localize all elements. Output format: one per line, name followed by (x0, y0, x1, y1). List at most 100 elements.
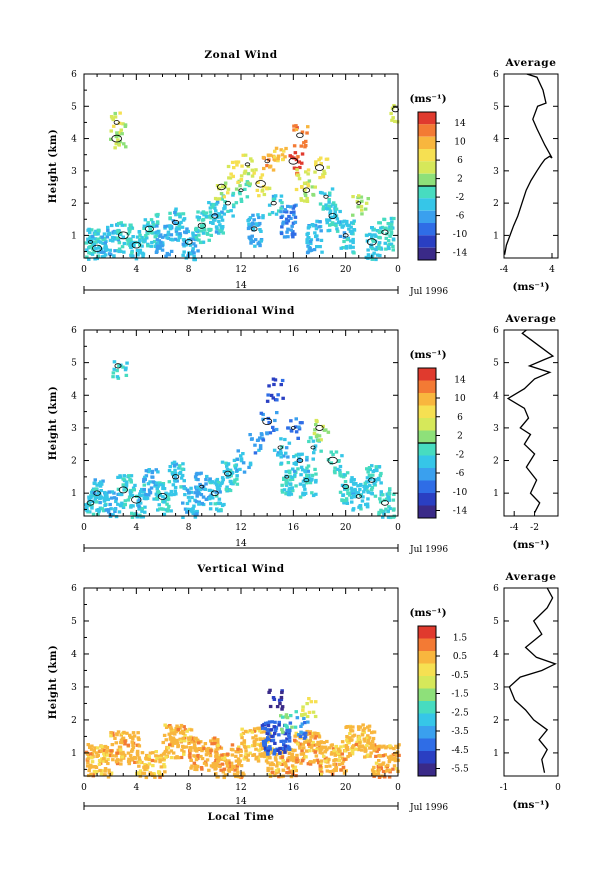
heatmap-cell (325, 218, 329, 222)
heatmap-cell (88, 504, 92, 508)
heatmap-cell (242, 757, 246, 761)
heatmap-cell (290, 753, 294, 757)
y-tick-label: 1 (71, 749, 77, 759)
heatmap-cell (229, 479, 233, 484)
heatmap-cell (202, 761, 207, 765)
heatmap-cell (170, 461, 175, 465)
heatmap-cell (287, 745, 291, 749)
heatmap-cell (92, 250, 96, 254)
heatmap-cell (352, 219, 356, 223)
heatmap-cell (149, 486, 154, 490)
heatmap-cell (349, 729, 353, 733)
heatmap-cell (132, 488, 136, 492)
avg-title: Average (504, 57, 556, 69)
heatmap-cell (248, 236, 252, 241)
heatmap-cell (360, 208, 364, 212)
heatmap-cell (306, 125, 310, 129)
heatmap-cell (162, 512, 167, 516)
heatmap-cell (119, 758, 123, 762)
heatmap-cell (115, 131, 119, 135)
heatmap-cell (267, 690, 271, 694)
avg-y-tick-label: 3 (493, 683, 499, 693)
contour-line (296, 458, 304, 463)
heatmap-cell (296, 467, 300, 471)
heatmap-cell (217, 212, 221, 216)
heatmap-cell (236, 770, 240, 774)
heatmap-cell (86, 757, 90, 761)
heatmap-cell (386, 515, 391, 519)
contour-line (262, 417, 273, 425)
heatmap-cell (94, 500, 99, 504)
heatmap-cell (337, 751, 341, 755)
heatmap-cell (138, 238, 142, 243)
heatmap-cell (214, 490, 218, 494)
heatmap-cell (308, 749, 312, 753)
heatmap-cell (315, 743, 319, 747)
heatmap-cell (352, 482, 356, 486)
heatmap-cell (229, 767, 234, 771)
heatmap-cell (309, 745, 314, 749)
heatmap-cell (333, 751, 337, 755)
heatmap-cell (285, 221, 289, 225)
heatmap-cell (340, 498, 344, 503)
heatmap-cell (106, 225, 110, 229)
heatmap-cell (222, 470, 227, 474)
heatmap-cell (99, 240, 103, 244)
contour-line (210, 490, 219, 497)
heatmap-cell (275, 705, 280, 709)
heatmap-cell (99, 250, 104, 254)
heatmap-cell (131, 731, 136, 735)
heatmap-cell (356, 737, 361, 742)
heatmap-cell (319, 238, 324, 242)
heatmap-cell (334, 207, 339, 211)
heatmap-cell (92, 489, 96, 493)
heatmap-cell (218, 484, 222, 488)
colorbar-tick-label: -14 (453, 249, 468, 259)
y-axis-label: Height (km) (48, 645, 59, 719)
heatmap-cell (167, 732, 171, 736)
heatmap-cell (180, 729, 185, 733)
heatmap-cell (276, 451, 281, 455)
heatmap-cell (382, 217, 387, 222)
colorbar-tick-label: 10 (454, 394, 466, 404)
heatmap-cell (340, 761, 345, 765)
heatmap-cell (209, 216, 213, 220)
heatmap-cell (223, 200, 227, 204)
heatmap-cell (102, 250, 106, 254)
heatmap-cell (351, 240, 355, 245)
heatmap-cell (347, 741, 351, 745)
heatmap-cell (345, 471, 350, 475)
heatmap-cell (98, 496, 103, 500)
heatmap-cell (332, 762, 336, 767)
heatmap-cell (113, 111, 117, 116)
heatmap-cell (111, 239, 115, 243)
heatmap-cell (123, 503, 127, 507)
heatmap-cell (121, 505, 126, 509)
heatmap-cell (377, 775, 382, 779)
heatmap-cell (186, 254, 190, 258)
heatmap-cell (131, 486, 136, 490)
heatmap-cell (292, 759, 296, 763)
heatmap-cell (274, 212, 279, 216)
heatmap-cell (292, 469, 297, 473)
heatmap-cell (279, 194, 284, 198)
heatmap-cell (209, 749, 213, 753)
heatmap-cell (234, 759, 239, 763)
heatmap-cell (178, 726, 182, 730)
heatmap-cell (364, 748, 368, 752)
heatmap-cell (297, 458, 301, 462)
heatmap-cell (188, 752, 192, 756)
heatmap-cell (375, 253, 380, 257)
heatmap-cell (236, 750, 240, 754)
colorbar-segment (418, 161, 436, 174)
heatmap-cell (196, 249, 200, 253)
heatmap-cell (261, 214, 265, 218)
heatmap-cell (265, 399, 270, 403)
heatmap-cell (117, 364, 121, 368)
avg-x-tick-label: 4 (549, 265, 555, 275)
colorbar-segment (418, 688, 436, 701)
heatmap-cell (112, 360, 117, 364)
heatmap-cell (95, 483, 99, 487)
heatmap-cell (205, 232, 210, 236)
heatmap-cell (85, 248, 89, 252)
